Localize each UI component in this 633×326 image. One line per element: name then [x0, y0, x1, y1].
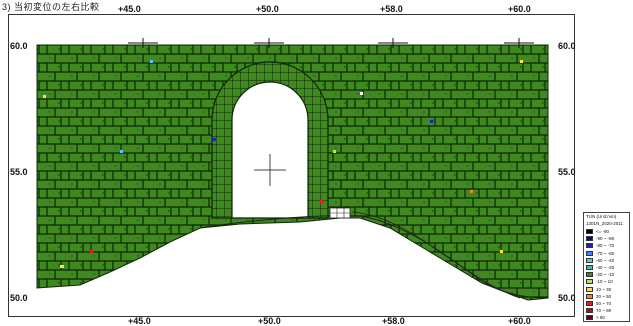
legend-item-label: -40 ~ -20	[596, 265, 615, 271]
x-tick-top-4: +60.0	[508, 4, 531, 14]
y-tick-left-2: 55.0	[10, 167, 28, 177]
legend-item: <= -90	[586, 228, 629, 235]
y-tick-right-1: 60.0	[558, 41, 576, 51]
legend-swatch	[586, 308, 593, 314]
legend-swatch	[586, 286, 593, 292]
legend-swatch	[586, 279, 593, 285]
legend-item: -20 ~ -10	[586, 271, 629, 278]
x-tick-top-2: +50.0	[256, 4, 279, 14]
legend-item-label: <= -90	[596, 229, 610, 235]
legend-swatch	[586, 257, 593, 263]
legend-item-label: -10 ~ 10	[596, 279, 613, 285]
center-crosshair	[254, 154, 286, 186]
legend-item: -90 ~ -80	[586, 235, 629, 242]
tunnel-opening	[231, 81, 309, 219]
legend-item-label: -20 ~ -10	[596, 272, 615, 278]
legend-item: -40 ~ -20	[586, 264, 629, 271]
plot-frame	[8, 14, 575, 317]
legend-item: 70 ~ 90	[586, 307, 629, 314]
figure-caption: 3) 当初変位の左右比較	[2, 2, 100, 12]
survey-markers	[128, 38, 534, 48]
legend-title: TUN (Unit:mm)	[586, 214, 617, 219]
legend-item-label: 10 ~ 30	[596, 286, 612, 292]
y-tick-left-1: 60.0	[10, 41, 28, 51]
legend-item-label: -70 ~ -60	[596, 250, 615, 256]
y-tick-right-2: 55.0	[558, 167, 576, 177]
legend-swatch	[586, 272, 593, 278]
legend-item: > 90	[586, 314, 629, 321]
x-tick-bottom-1: +45.0	[128, 316, 151, 326]
x-tick-bottom-2: +50.0	[258, 316, 281, 326]
legend-item: 50 ~ 70	[586, 300, 629, 307]
legend-swatch	[586, 293, 593, 299]
x-tick-top-1: +45.0	[118, 4, 141, 14]
ground-line-2	[351, 211, 521, 299]
legend-item: -70 ~ -60	[586, 250, 629, 257]
legend-swatch	[586, 300, 593, 306]
legend-swatch	[586, 236, 593, 242]
legend-swatch	[586, 229, 593, 235]
legend-subtitle: 1301N_2020-2011	[586, 221, 623, 226]
x-tick-bottom-4: +60.0	[508, 316, 531, 326]
x-tick-bottom-3: +58.0	[382, 316, 405, 326]
legend-item-label: -90 ~ -80	[596, 236, 615, 242]
color-legend: TUN (Unit:mm) 1301N_2020-2011 <= -90 -90 …	[583, 212, 630, 322]
legend-item-label: 30 ~ 50	[596, 293, 612, 299]
legend-item: 30 ~ 50	[586, 293, 629, 300]
legend-item: 10 ~ 30	[586, 286, 629, 293]
legend-item-label: > 90	[596, 315, 605, 321]
legend-swatch	[586, 265, 593, 271]
anomaly-spots	[43, 60, 523, 273]
legend-rows: <= -90 -90 ~ -80 -80 ~ -70 -70 ~ -60 -60 ~ -…	[584, 228, 629, 321]
legend-item: -10 ~ 10	[586, 278, 629, 285]
legend-item-label: 70 ~ 90	[596, 308, 612, 314]
legend-item-label: -80 ~ -70	[596, 243, 615, 249]
y-tick-left-3: 50.0	[10, 293, 28, 303]
legend-swatch	[586, 243, 593, 249]
y-tick-right-3: 50.0	[558, 293, 576, 303]
legend-item: -60 ~ -40	[586, 257, 629, 264]
portal-base-joints	[330, 208, 350, 218]
legend-item: -80 ~ -70	[586, 242, 629, 249]
legend-swatch	[586, 250, 593, 256]
x-tick-top-3: +58.0	[380, 4, 403, 14]
legend-item-label: -60 ~ -40	[596, 257, 615, 263]
legend-swatch	[586, 315, 593, 321]
legend-item-label: 50 ~ 70	[596, 300, 612, 306]
